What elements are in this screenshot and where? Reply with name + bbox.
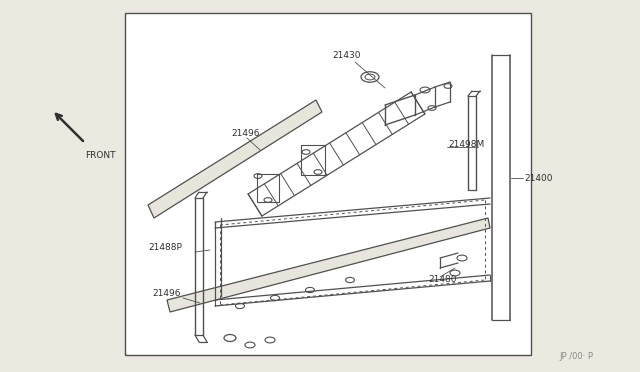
- Text: 21430: 21430: [332, 51, 360, 60]
- Text: JP /00· P: JP /00· P: [559, 352, 593, 361]
- Text: 21488P: 21488P: [148, 243, 182, 251]
- FancyBboxPatch shape: [125, 13, 531, 355]
- Polygon shape: [167, 218, 490, 312]
- Text: 21480: 21480: [428, 276, 456, 285]
- Text: 21400: 21400: [524, 173, 552, 183]
- Polygon shape: [148, 100, 322, 218]
- Text: FRONT: FRONT: [85, 151, 115, 160]
- Text: 21496: 21496: [152, 289, 180, 298]
- Text: 21496: 21496: [231, 128, 259, 138]
- Text: 21498M: 21498M: [448, 140, 484, 148]
